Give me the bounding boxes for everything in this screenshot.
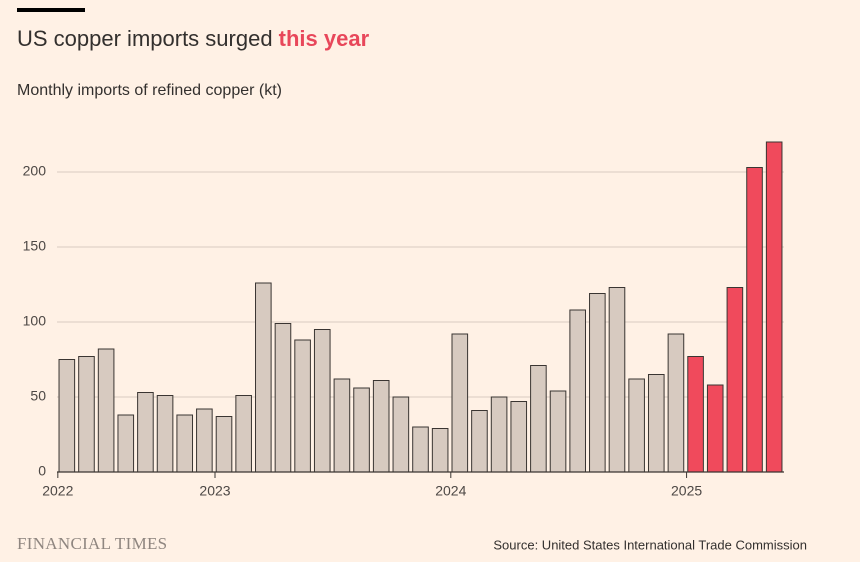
bar <box>176 414 194 473</box>
bar <box>137 392 154 473</box>
bar <box>392 396 410 473</box>
bar <box>235 395 252 473</box>
bar <box>687 356 704 473</box>
bar <box>451 333 469 473</box>
bar <box>706 384 724 473</box>
y-tick-label: 0 <box>38 463 46 479</box>
bar <box>294 339 311 473</box>
bar <box>746 167 763 473</box>
y-tick-label: 50 <box>30 388 46 404</box>
bar <box>117 414 135 473</box>
bar <box>97 348 115 473</box>
bar <box>215 416 233 473</box>
bar <box>569 309 586 473</box>
x-tick-label: 2023 <box>199 483 230 499</box>
accent-bar <box>17 8 85 12</box>
title-part: US copper imports surged <box>17 26 279 51</box>
bar <box>765 141 783 473</box>
bar <box>608 287 626 473</box>
bar <box>412 426 429 473</box>
bar <box>510 401 528 473</box>
bar <box>274 323 292 473</box>
bar <box>333 378 351 473</box>
y-tick-label: 100 <box>23 313 47 329</box>
x-tick-label: 2025 <box>671 483 702 499</box>
bar <box>372 380 390 473</box>
x-tick-label: 2022 <box>42 483 73 499</box>
bar <box>628 378 645 473</box>
bar <box>667 333 685 473</box>
bar <box>156 395 174 473</box>
bar <box>431 428 449 473</box>
chart-title: US copper imports surged this year <box>17 26 370 51</box>
bar <box>549 390 567 473</box>
bar <box>78 356 95 473</box>
bar <box>530 365 547 473</box>
bar <box>490 396 508 473</box>
bar <box>353 387 370 473</box>
y-tick-label: 150 <box>23 238 47 254</box>
bar <box>726 287 744 473</box>
bar <box>255 282 272 473</box>
chart-subtitle: Monthly imports of refined copper (kt) <box>17 82 282 99</box>
bar <box>313 329 331 473</box>
y-tick-label: 200 <box>23 163 47 179</box>
bar <box>589 293 606 473</box>
bar <box>196 408 213 473</box>
title-part: this year <box>279 26 370 51</box>
bar <box>58 359 76 473</box>
bar <box>471 410 488 473</box>
bar <box>647 374 665 473</box>
x-tick-label: 2024 <box>435 483 466 499</box>
source: Source: United States International Trad… <box>493 537 807 552</box>
brand: FINANCIAL TIMES <box>17 534 167 553</box>
